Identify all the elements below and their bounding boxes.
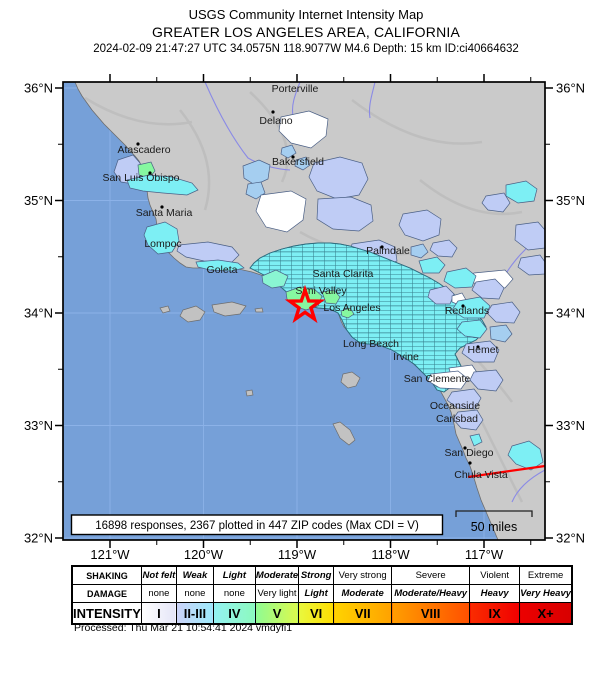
lon-label-119w: 119°W (278, 547, 317, 560)
lon-label-121w: 121°W (90, 547, 130, 560)
legend-damage-row: DAMAGE none none none Very light Light M… (71, 584, 573, 603)
intensity-map[interactable]: Porterville Delano Bakersfield Atascader… (0, 0, 612, 560)
region-title: GREATER LOS ANGELES AREA, CALIFORNIA (151, 24, 461, 40)
legend-shaking-6: Severe (391, 565, 471, 585)
lat-label-33n-left: 33°N (24, 418, 53, 433)
city-label-irvine: Irvine (393, 351, 419, 363)
city-label-bakersfield: Bakersfield (272, 156, 324, 168)
legend-damage-3: Very light (254, 584, 300, 603)
legend-row-header-damage: DAMAGE (71, 584, 142, 603)
legend-damage-0: none (140, 584, 177, 603)
legend-damage-8: Very Heavy (519, 584, 573, 603)
legend-intensity-8: X+ (519, 602, 573, 625)
legend-intensity-row: INTENSITY I II-III IV V VI VII VIII IX X… (71, 602, 573, 625)
legend-row-header-shaking: SHAKING (71, 565, 142, 585)
scale-bar: 50 miles (455, 510, 533, 534)
legend-shaking-2: Light (212, 565, 256, 585)
lon-axis-labels: 121°W 120°W 119°W 118°W 117°W (90, 547, 503, 560)
city-label-chula-vista: Chula Vista (454, 469, 508, 481)
lat-label-34n-left: 34°N (24, 306, 53, 321)
legend-shaking-8: Extreme (519, 565, 573, 585)
lon-label-118w: 118°W (371, 547, 410, 560)
lat-label-36n-right: 36°N (556, 81, 585, 96)
legend-shaking-3: Moderate (254, 565, 300, 585)
title-block: USGS Community Internet Intensity Map GR… (0, 6, 612, 57)
legend-damage-7: Heavy (469, 584, 521, 603)
lat-axis-labels-left: 36°N 35°N 34°N 33°N 32°N (24, 81, 53, 546)
legend-shaking-5: Very strong (333, 565, 393, 585)
lat-axis-labels-right: 36°N 35°N 34°N 33°N 32°N (556, 81, 585, 546)
legend-shaking-1: Weak (175, 565, 214, 585)
legend-row-header-intensity: INTENSITY (71, 602, 142, 625)
legend-shaking-row: SHAKING Not felt Weak Light Moderate Str… (71, 565, 573, 585)
legend-damage-4: Light (298, 584, 335, 603)
city-label-delano: Delano (259, 115, 292, 127)
legend-intensity-6: VIII (391, 602, 471, 625)
legend-shaking-0: Not felt (140, 565, 177, 585)
city-markers (136, 110, 480, 465)
city-label-san-diego: San Diego (444, 447, 493, 459)
city-label-lompoc: Lompoc (144, 238, 181, 250)
city-label-porterville: Porterville (272, 83, 319, 95)
city-label-goleta: Goleta (207, 264, 238, 276)
lon-label-117w: 117°W (465, 547, 504, 560)
lat-label-36n-left: 36°N (24, 81, 53, 96)
city-label-oceanside: Oceanside (430, 400, 480, 412)
event-info-line: 2024-02-09 21:47:27 UTC 34.0575N 118.907… (93, 43, 519, 55)
lat-label-35n-left: 35°N (24, 193, 53, 208)
processed-timestamp: Processed: Thu Mar 21 10:54:41 2024 vmdy… (74, 622, 293, 634)
lat-label-32n-right: 32°N (556, 531, 585, 546)
responses-box: 16898 responses, 2367 plotted in 447 ZIP… (70, 514, 444, 536)
city-label-redlands: Redlands (445, 305, 489, 317)
city-label-long-beach: Long Beach (343, 338, 399, 350)
city-label-palmdale: Palmdale (366, 245, 410, 257)
legend-intensity-0: I (140, 602, 177, 625)
legend-intensity-2: IV (212, 602, 256, 625)
epicenter-star (284, 284, 326, 324)
lon-label-120w: 120°W (184, 547, 224, 560)
legend-damage-2: none (212, 584, 256, 603)
city-labels: Porterville Delano Bakersfield Atascader… (102, 83, 507, 481)
legend-damage-5: Moderate (333, 584, 393, 603)
legend-intensity-7: IX (469, 602, 521, 625)
legend-intensity-3: V (254, 602, 300, 625)
legend-shaking-7: Violent (469, 565, 521, 585)
page-title: USGS Community Internet Intensity Map (188, 7, 424, 22)
legend-intensity-5: VII (333, 602, 393, 625)
city-label-simi-valley: Simi Valley (295, 285, 347, 297)
lat-label-33n-right: 33°N (556, 418, 585, 433)
legend-intensity-1: II-III (175, 602, 214, 625)
lat-label-34n-right: 34°N (556, 306, 585, 321)
scale-label: 50 miles (471, 520, 518, 534)
lat-label-32n-left: 32°N (24, 531, 53, 546)
lat-label-35n-right: 35°N (556, 193, 585, 208)
city-label-santa-clarita: Santa Clarita (313, 268, 374, 280)
legend-damage-6: Moderate/Heavy (391, 584, 471, 603)
border-line (467, 464, 545, 479)
city-label-san-clemente: San Clemente (404, 373, 471, 385)
legend-damage-1: none (175, 584, 214, 603)
city-label-hemet: Hemet (468, 344, 499, 356)
city-label-atascadero: Atascadero (117, 144, 170, 156)
city-label-los-angeles: Los Angeles (323, 302, 380, 314)
zip-regions (113, 110, 545, 471)
legend-intensity-4: VI (298, 602, 335, 625)
legend-shaking-4: Strong (298, 565, 335, 585)
map-frame (62, 81, 546, 541)
city-label-santa-maria: Santa Maria (136, 207, 193, 219)
city-label-san-luis-obispo: San Luis Obispo (102, 172, 179, 184)
intensity-legend-table: SHAKING Not felt Weak Light Moderate Str… (71, 565, 574, 625)
channel-islands (159, 301, 361, 446)
city-label-carlsbad: Carlsbad (436, 413, 478, 425)
axis-ticks (55, 74, 553, 548)
responses-text: 16898 responses, 2367 plotted in 447 ZIP… (95, 520, 419, 532)
